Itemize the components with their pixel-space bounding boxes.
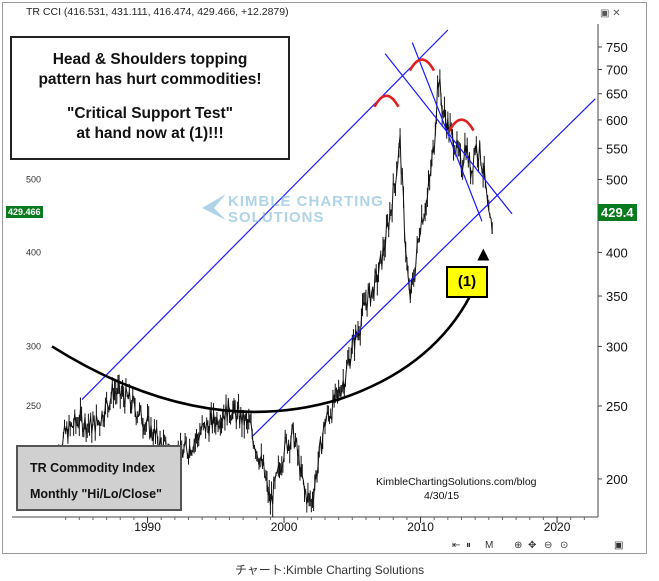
channel-down-upper bbox=[384, 53, 513, 215]
chart-title: TR Commodity Index bbox=[30, 461, 156, 475]
y-tick-label-right: 400 bbox=[606, 245, 628, 260]
chart-subtitle: Monthly "Hi/Lo/Close" bbox=[30, 487, 162, 501]
toolbar-reset-icon[interactable]: ⊙ bbox=[560, 540, 569, 551]
shoulder-cap-2 bbox=[448, 118, 475, 132]
annotation-line-1: Head & Shoulders topping bbox=[52, 51, 248, 68]
toolbar-zoom-in-icon[interactable]: ⊕ bbox=[514, 540, 523, 551]
watermark-text: KIMBLE CHARTING SOLUTIONS bbox=[228, 194, 384, 226]
watermark-arrow-icon bbox=[202, 194, 226, 220]
annotation-line-2: pattern has hurt commodities! bbox=[38, 71, 262, 88]
channel-down-lower bbox=[411, 42, 483, 222]
y-tick-label-right: 300 bbox=[606, 339, 628, 354]
watermark-line-2: SOLUTIONS bbox=[228, 209, 325, 226]
y-tick-label-left: 300 bbox=[26, 341, 41, 351]
annotation-box-main: Head & Shoulders topping pattern has hur… bbox=[10, 36, 290, 160]
credit-date: 4/30/15 bbox=[424, 490, 460, 502]
channel-lower-line bbox=[252, 98, 596, 437]
toolbar-pause-icon[interactable]: ⏸ bbox=[466, 540, 471, 551]
y-tick-label-right: 350 bbox=[606, 289, 628, 304]
credit-site: KimbleChartingSolutions.com/blog bbox=[376, 476, 537, 488]
watermark-logo: KIMBLE CHARTING SOLUTIONS bbox=[200, 190, 415, 230]
x-tick-label: 2000 bbox=[271, 520, 298, 534]
annotation-line-3: "Critical Support Test" bbox=[67, 105, 233, 122]
shoulder-cap-1 bbox=[408, 58, 436, 72]
toolbar-pan-icon[interactable]: ✥ bbox=[528, 540, 537, 551]
y-tick-label-left: 400 bbox=[26, 247, 41, 257]
watermark-line-1: KIMBLE CHARTING bbox=[228, 193, 384, 210]
y-tick-label-left: 500 bbox=[26, 174, 41, 184]
credit-text: KimbleChartingSolutions.com/blog 4/30/15 bbox=[376, 475, 537, 503]
toolbar-menu-icon[interactable]: M bbox=[485, 540, 494, 551]
y-tick-label-right: 550 bbox=[606, 141, 628, 156]
toolbar-zoom-out-icon[interactable]: ⊖ bbox=[544, 540, 553, 551]
ticker-header: TR CCI (416.531, 431.111, 416.474, 429.4… bbox=[26, 6, 289, 18]
arrowhead-icon bbox=[477, 248, 490, 261]
y-tick-label-right: 700 bbox=[606, 63, 628, 78]
window-controls-icon[interactable]: ▣ ✕ bbox=[600, 8, 621, 19]
y-tick-label-right: 500 bbox=[606, 172, 628, 187]
channel-upper-line bbox=[81, 29, 449, 400]
y-tick-label-right: 600 bbox=[606, 113, 628, 128]
annotation-line-4: at hand now at (1)!!! bbox=[76, 125, 224, 142]
y-tick-label-right: 200 bbox=[606, 472, 628, 487]
price-flag-right: 429.4 bbox=[598, 204, 637, 221]
shoulder-cap-0 bbox=[373, 94, 400, 108]
y-tick-label-right: 250 bbox=[606, 399, 628, 414]
y-tick-label-right: 750 bbox=[606, 40, 628, 55]
rounding-arc-line bbox=[51, 268, 484, 414]
support-point-label: (1) bbox=[446, 266, 488, 298]
price-flag-left: 429.466 bbox=[6, 206, 43, 218]
index-title-box: TR Commodity Index Monthly "Hi/Lo/Close" bbox=[16, 445, 182, 511]
x-tick-label: 2020 bbox=[544, 520, 571, 534]
toolbar-scroll-start-icon[interactable]: ⇤ bbox=[452, 540, 461, 551]
toolbar-window-icon[interactable]: ▣ bbox=[614, 540, 624, 551]
x-tick-label: 2010 bbox=[407, 520, 434, 534]
price-line bbox=[51, 78, 493, 506]
y-tick-label-right: 650 bbox=[606, 87, 628, 102]
figure-caption: チャート:Kimble Charting Solutions bbox=[234, 563, 425, 577]
y-tick-label-left: 250 bbox=[26, 401, 41, 411]
x-tick-label: 1990 bbox=[134, 520, 161, 534]
